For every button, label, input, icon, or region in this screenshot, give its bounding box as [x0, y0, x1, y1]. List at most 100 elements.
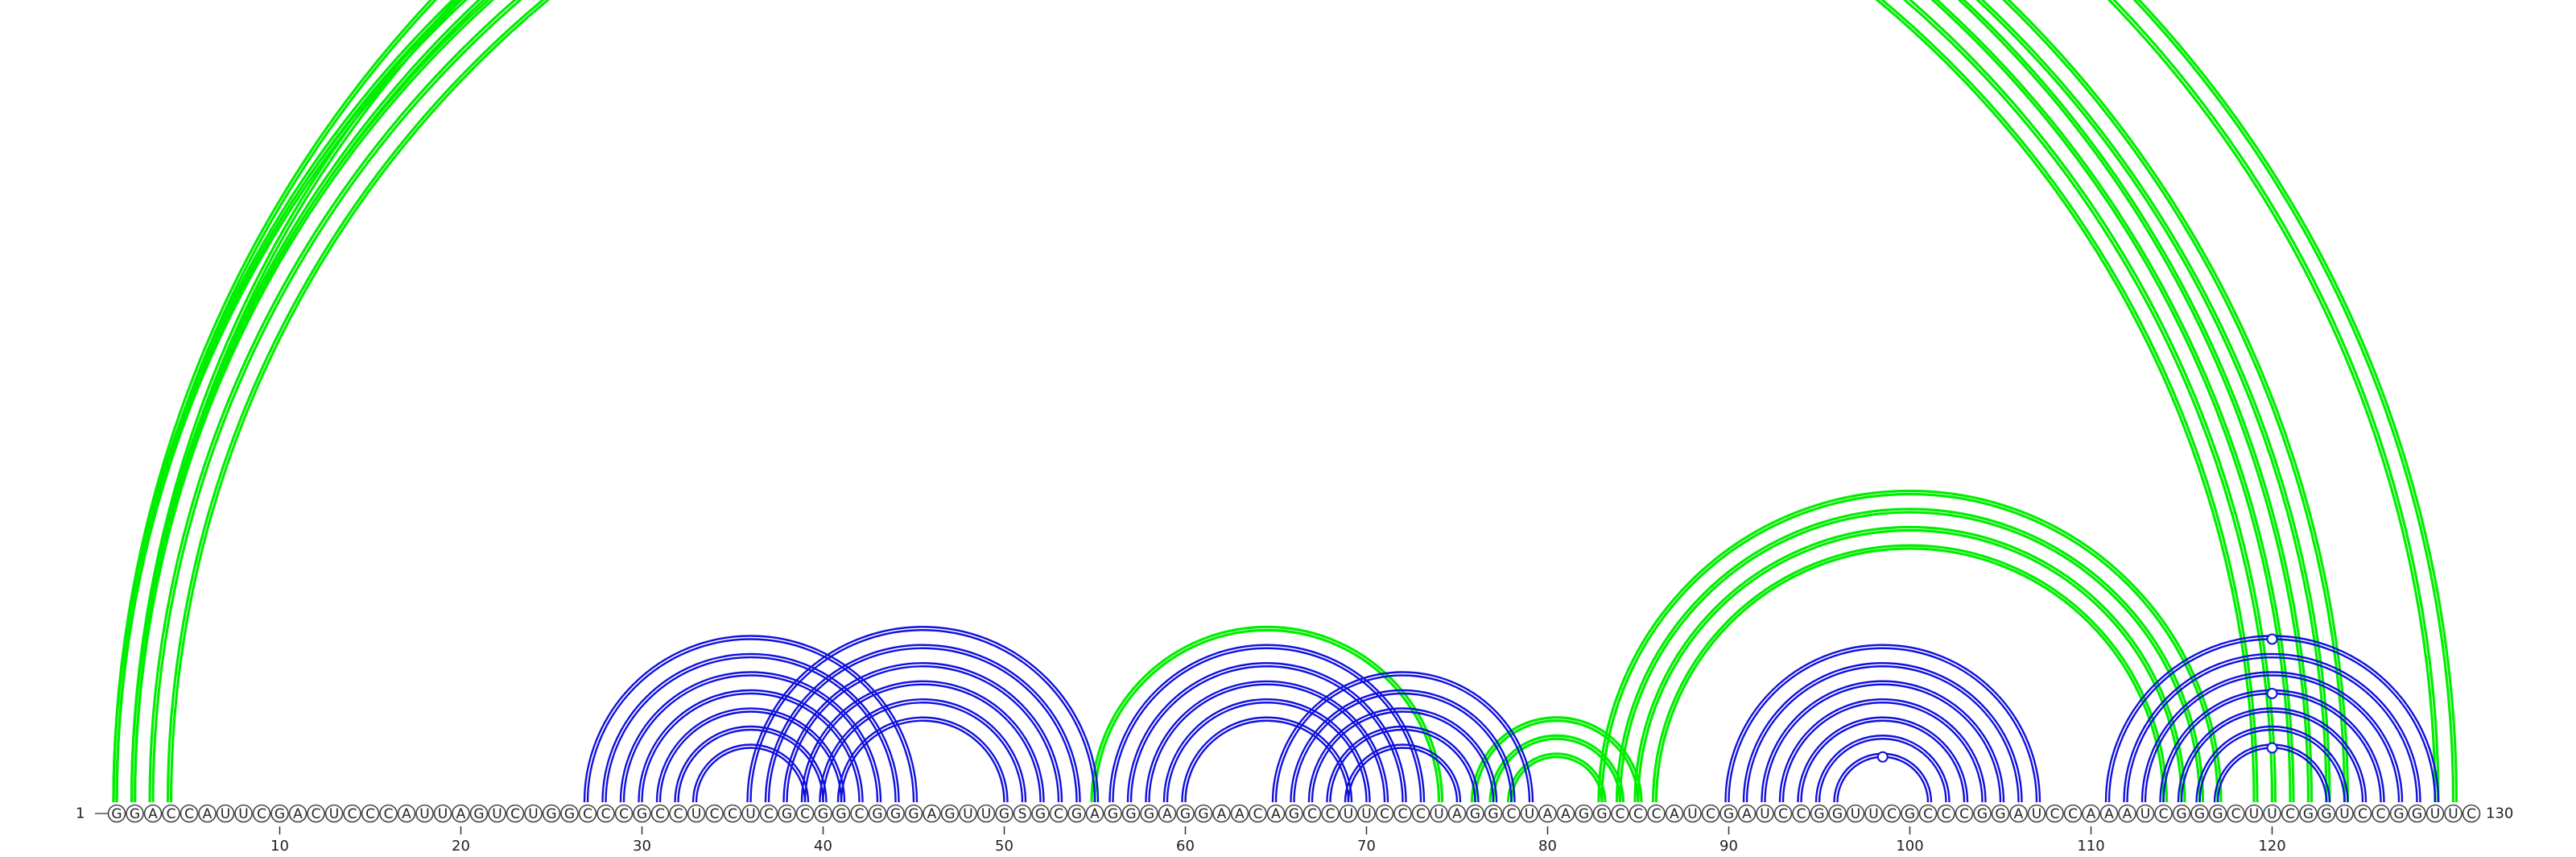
nucleotide-circle	[1647, 804, 1666, 823]
nucleotide-circle	[524, 804, 543, 823]
position-tick-label: 120	[2258, 838, 2285, 855]
nucleotide: G	[1031, 804, 1050, 823]
nucleotide: C	[2154, 804, 2173, 823]
nucleotide-circle	[1121, 804, 1141, 823]
local-pair-arc	[1129, 665, 1404, 803]
nucleotide: A	[1230, 804, 1249, 823]
local-pair-arc	[822, 702, 1024, 803]
long-range-pair-arc	[115, 0, 2310, 803]
local-pair-arc	[1274, 674, 1531, 803]
nucleotide-circle	[1013, 804, 1032, 823]
nucleotide: G	[633, 804, 651, 823]
nucleotide-circle	[2281, 804, 2300, 823]
nucleotide: G	[1104, 804, 1122, 823]
nucleotide-circle	[1430, 804, 1448, 823]
nucleotide-letter: G	[1180, 806, 1191, 822]
nucleotide-circle	[1538, 804, 1557, 823]
nucleotide-letter: C	[601, 806, 611, 822]
nucleotide-circle	[2099, 804, 2119, 823]
arc-marker	[2266, 742, 2278, 754]
nucleotide: A	[1158, 804, 1177, 823]
nucleotide: G	[126, 804, 144, 823]
nucleotide-letter: G	[130, 806, 140, 822]
local-pair-arc	[782, 662, 1063, 803]
nucleotide-letter: C	[2231, 806, 2241, 822]
local-pair-arc	[1347, 747, 1459, 803]
nucleotide-circle	[2082, 804, 2100, 823]
nucleotide-circle	[1701, 804, 1720, 823]
nucleotide-circle	[2299, 804, 2318, 823]
nucleotide-circle	[415, 804, 434, 823]
nucleotide-circle	[1502, 804, 1521, 823]
nucleotide-letter: U	[745, 806, 755, 822]
nucleotide-letter: C	[1398, 806, 1408, 822]
local-pair-arc	[1761, 680, 2005, 803]
nucleotide: A	[1556, 804, 1575, 823]
nucleotide: A	[1737, 804, 1757, 823]
nucleotide: U	[324, 804, 344, 823]
long-range-pair-arc	[130, 0, 2440, 803]
nucleotide-circle	[1937, 804, 1955, 823]
nucleotide: G	[1973, 804, 1992, 823]
nucleotide-letter: C	[710, 806, 720, 822]
nucleotide-circle	[1194, 804, 1213, 823]
nucleotide-circle	[270, 804, 289, 823]
nucleotide-letter: C	[365, 806, 375, 822]
nucleotide-circle	[1339, 804, 1358, 823]
nucleotide-circle	[1719, 804, 1738, 823]
position-tick-label: 70	[1357, 838, 1376, 855]
nucleotide: U	[2444, 804, 2462, 823]
nucleotide-letter: C	[2285, 806, 2295, 822]
nucleotide: G	[1828, 804, 1847, 823]
nucleotide: C	[1321, 804, 1340, 823]
nucleotide: A	[923, 804, 941, 823]
local-pair-arc	[1181, 716, 1353, 803]
nucleotide: G	[1901, 804, 1919, 823]
nucleotide-letter: C	[1380, 806, 1389, 822]
nucleotide: C	[1955, 804, 1974, 823]
nucleotide-letter: A	[1162, 806, 1172, 822]
nucleotide-circle	[234, 804, 253, 823]
nucleotide-letter: C	[583, 806, 592, 822]
nucleotide: G	[1484, 804, 1503, 823]
local-pair-arc	[695, 747, 807, 803]
nucleotide-circle	[1828, 804, 1847, 823]
nucleotide: G	[832, 804, 851, 823]
nucleotide-letter: G	[1832, 806, 1843, 822]
nucleotide-letter: G	[1724, 806, 1734, 822]
local-pair-arc	[691, 743, 810, 803]
nucleotide-letter: C	[764, 806, 774, 822]
local-pair-arc	[2180, 710, 2364, 803]
nucleotide-circle	[795, 804, 815, 823]
long-range-pair-arc	[130, 0, 2295, 803]
nucleotide-circle	[2046, 804, 2064, 823]
local-pair-arc	[1126, 662, 1407, 803]
nucleotide: G	[995, 804, 1013, 823]
nucleotide-letter: G	[1198, 806, 1208, 822]
local-pair-arc	[1778, 698, 1987, 803]
nucleotide: A	[1665, 804, 1684, 823]
nucleotide: C	[2063, 804, 2083, 823]
nucleotide-circle	[1592, 804, 1612, 823]
local-pair-arc	[605, 656, 897, 803]
nucleotide-circle	[1882, 804, 1901, 823]
tick-layer: 10 20 30 40 50 60 70 80 90 100 110 120	[270, 826, 2286, 855]
long-range-pair-arc	[1654, 547, 2165, 803]
nucleotide-letter: A	[1742, 806, 1752, 822]
nucleotide-circle	[1049, 804, 1068, 823]
nucleotide: C	[669, 804, 687, 823]
nucleotide-circle	[1955, 804, 1974, 823]
nucleotide: A	[1085, 804, 1104, 823]
local-pair-arc	[1814, 735, 1951, 803]
nucleotide: U	[1339, 804, 1358, 823]
nucleotide: C	[252, 804, 271, 823]
nucleotide-circle	[288, 804, 308, 823]
nucleotide-circle	[2244, 804, 2264, 823]
nucleotide-circle	[2136, 804, 2155, 823]
nucleotide: G	[778, 804, 796, 823]
nucleotide: C	[1393, 804, 1412, 823]
nucleotide-circle	[1266, 804, 1286, 823]
nucleotide-letter: A	[927, 806, 937, 822]
nucleotide-circle	[1810, 804, 1829, 823]
